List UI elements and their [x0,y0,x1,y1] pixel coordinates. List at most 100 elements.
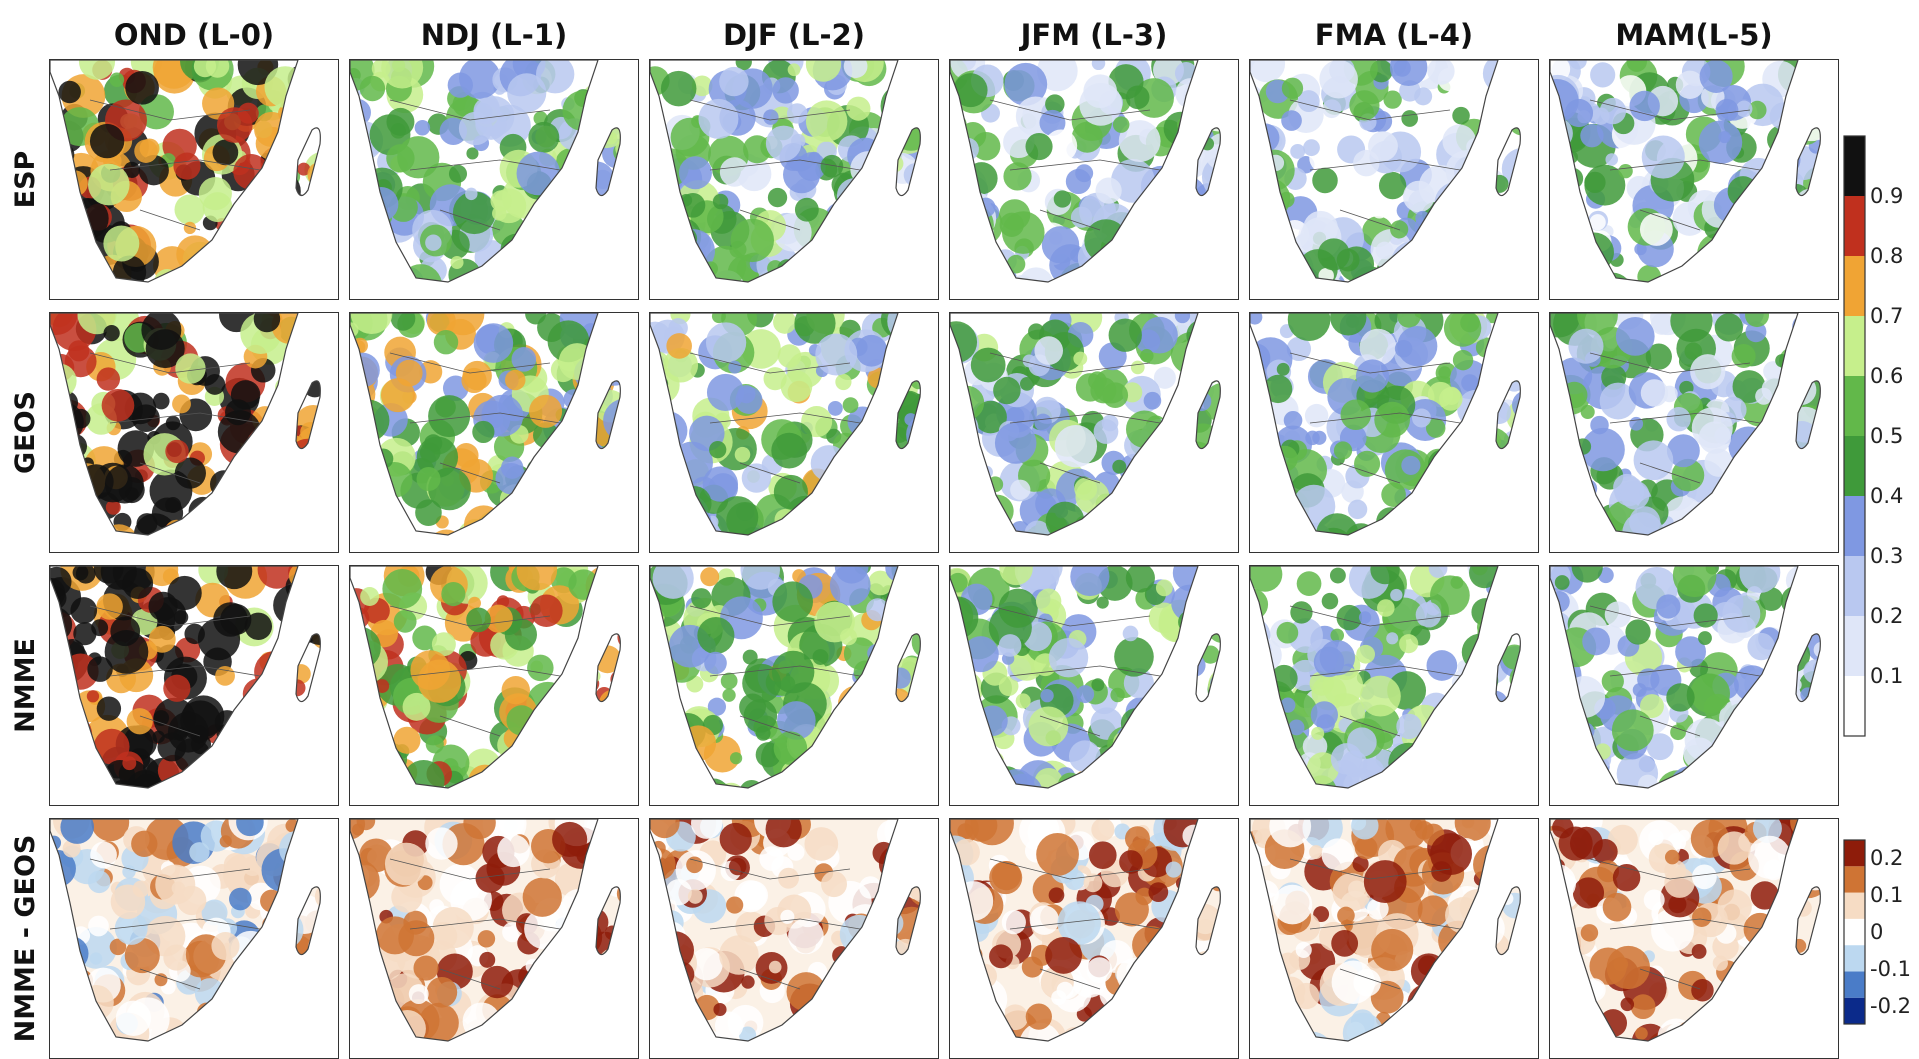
map-panel [1249,818,1539,1059]
field-blob [211,932,239,960]
field-blob [1171,259,1210,298]
field-blob [1109,318,1142,351]
field-blob [585,599,608,622]
field-blob [824,230,854,260]
field-blob [589,762,624,797]
field-blob [1337,907,1355,925]
field-blob [1414,87,1432,105]
field-blob [1814,642,1830,658]
field-blob [1148,882,1168,902]
field-blob [675,523,701,549]
field-blob [1201,267,1235,300]
field-blob [1735,699,1766,730]
colorbar-tick-label: 0.2 [1870,846,1903,870]
field-blob [1083,74,1117,108]
field-blob [283,1025,319,1059]
field-blob [559,343,596,380]
colorbar-segment [1844,676,1865,736]
field-blob [588,670,600,682]
field-blob [298,714,339,757]
field-blob [650,216,683,257]
field-blob [1210,177,1230,197]
colorbar-segment [1844,893,1865,919]
field-blob [1747,633,1774,660]
field-blob [504,752,525,773]
field-blob [1199,769,1239,806]
field-blob [883,508,905,530]
field-blob [516,277,534,295]
field-blob [886,203,911,228]
field-blob [175,353,205,383]
field-blob [1319,60,1358,98]
field-blob [996,1033,1016,1053]
field-blob [1297,571,1322,596]
field-blob [1381,482,1406,507]
field-blob [957,216,993,252]
field-blob [964,248,987,271]
field-blob [229,517,244,532]
field-blob [950,698,962,722]
field-blob [1487,400,1511,424]
field-blob [1595,743,1611,759]
field-blob [921,935,938,952]
field-blob [350,998,379,1033]
field [50,819,339,1059]
field-blob [350,639,369,663]
field-blob [276,401,298,423]
field-blob [528,122,559,153]
field-blob [976,198,996,218]
field-blob [1821,446,1836,461]
field-blob [1713,496,1732,515]
field-blob [1807,60,1839,95]
field-blob [149,626,176,653]
field-blob [364,187,398,221]
field-blob [74,769,94,789]
field-blob [525,739,552,766]
field-blob [1395,260,1415,280]
field-blob [50,878,64,897]
field-blob [600,1032,638,1059]
field-blob [1371,929,1413,971]
field-blob [950,948,972,971]
field-blob [459,112,492,145]
map [650,60,939,300]
field-blob [666,333,692,359]
field-blob [1764,488,1785,509]
field-blob [1475,966,1494,985]
field-blob [616,491,631,506]
field-blob [585,222,624,261]
field-blob [894,1001,920,1027]
field-blob [565,1020,602,1057]
colorbar-segment [1844,616,1865,676]
field-blob [672,522,689,539]
field-blob [600,467,637,504]
map [50,313,339,553]
field-blob [1512,1029,1535,1052]
field-blob [1390,785,1403,798]
field-blob [1175,263,1198,286]
field-blob [1182,462,1207,487]
map-panel [1249,59,1539,300]
field-blob [427,977,458,1008]
field-blob [1474,474,1503,503]
field-blob [1107,789,1123,805]
field-blob [1776,531,1808,553]
field-blob [1167,723,1205,761]
field-blob [350,455,380,496]
field-blob [539,225,576,262]
field-blob [828,401,843,416]
field-blob [88,916,109,937]
field-blob [1252,516,1294,553]
field-blob [1353,150,1379,176]
field-blob [1452,107,1470,125]
field-blob [90,842,117,869]
field-blob [1162,528,1199,553]
field-blob [1354,451,1380,477]
field-blob [1406,255,1429,278]
field-blob [589,857,619,887]
field-blob [450,256,463,269]
field-blob [1062,1027,1086,1051]
field-blob [568,569,599,600]
field-blob [306,229,339,264]
field-blob [552,822,587,857]
